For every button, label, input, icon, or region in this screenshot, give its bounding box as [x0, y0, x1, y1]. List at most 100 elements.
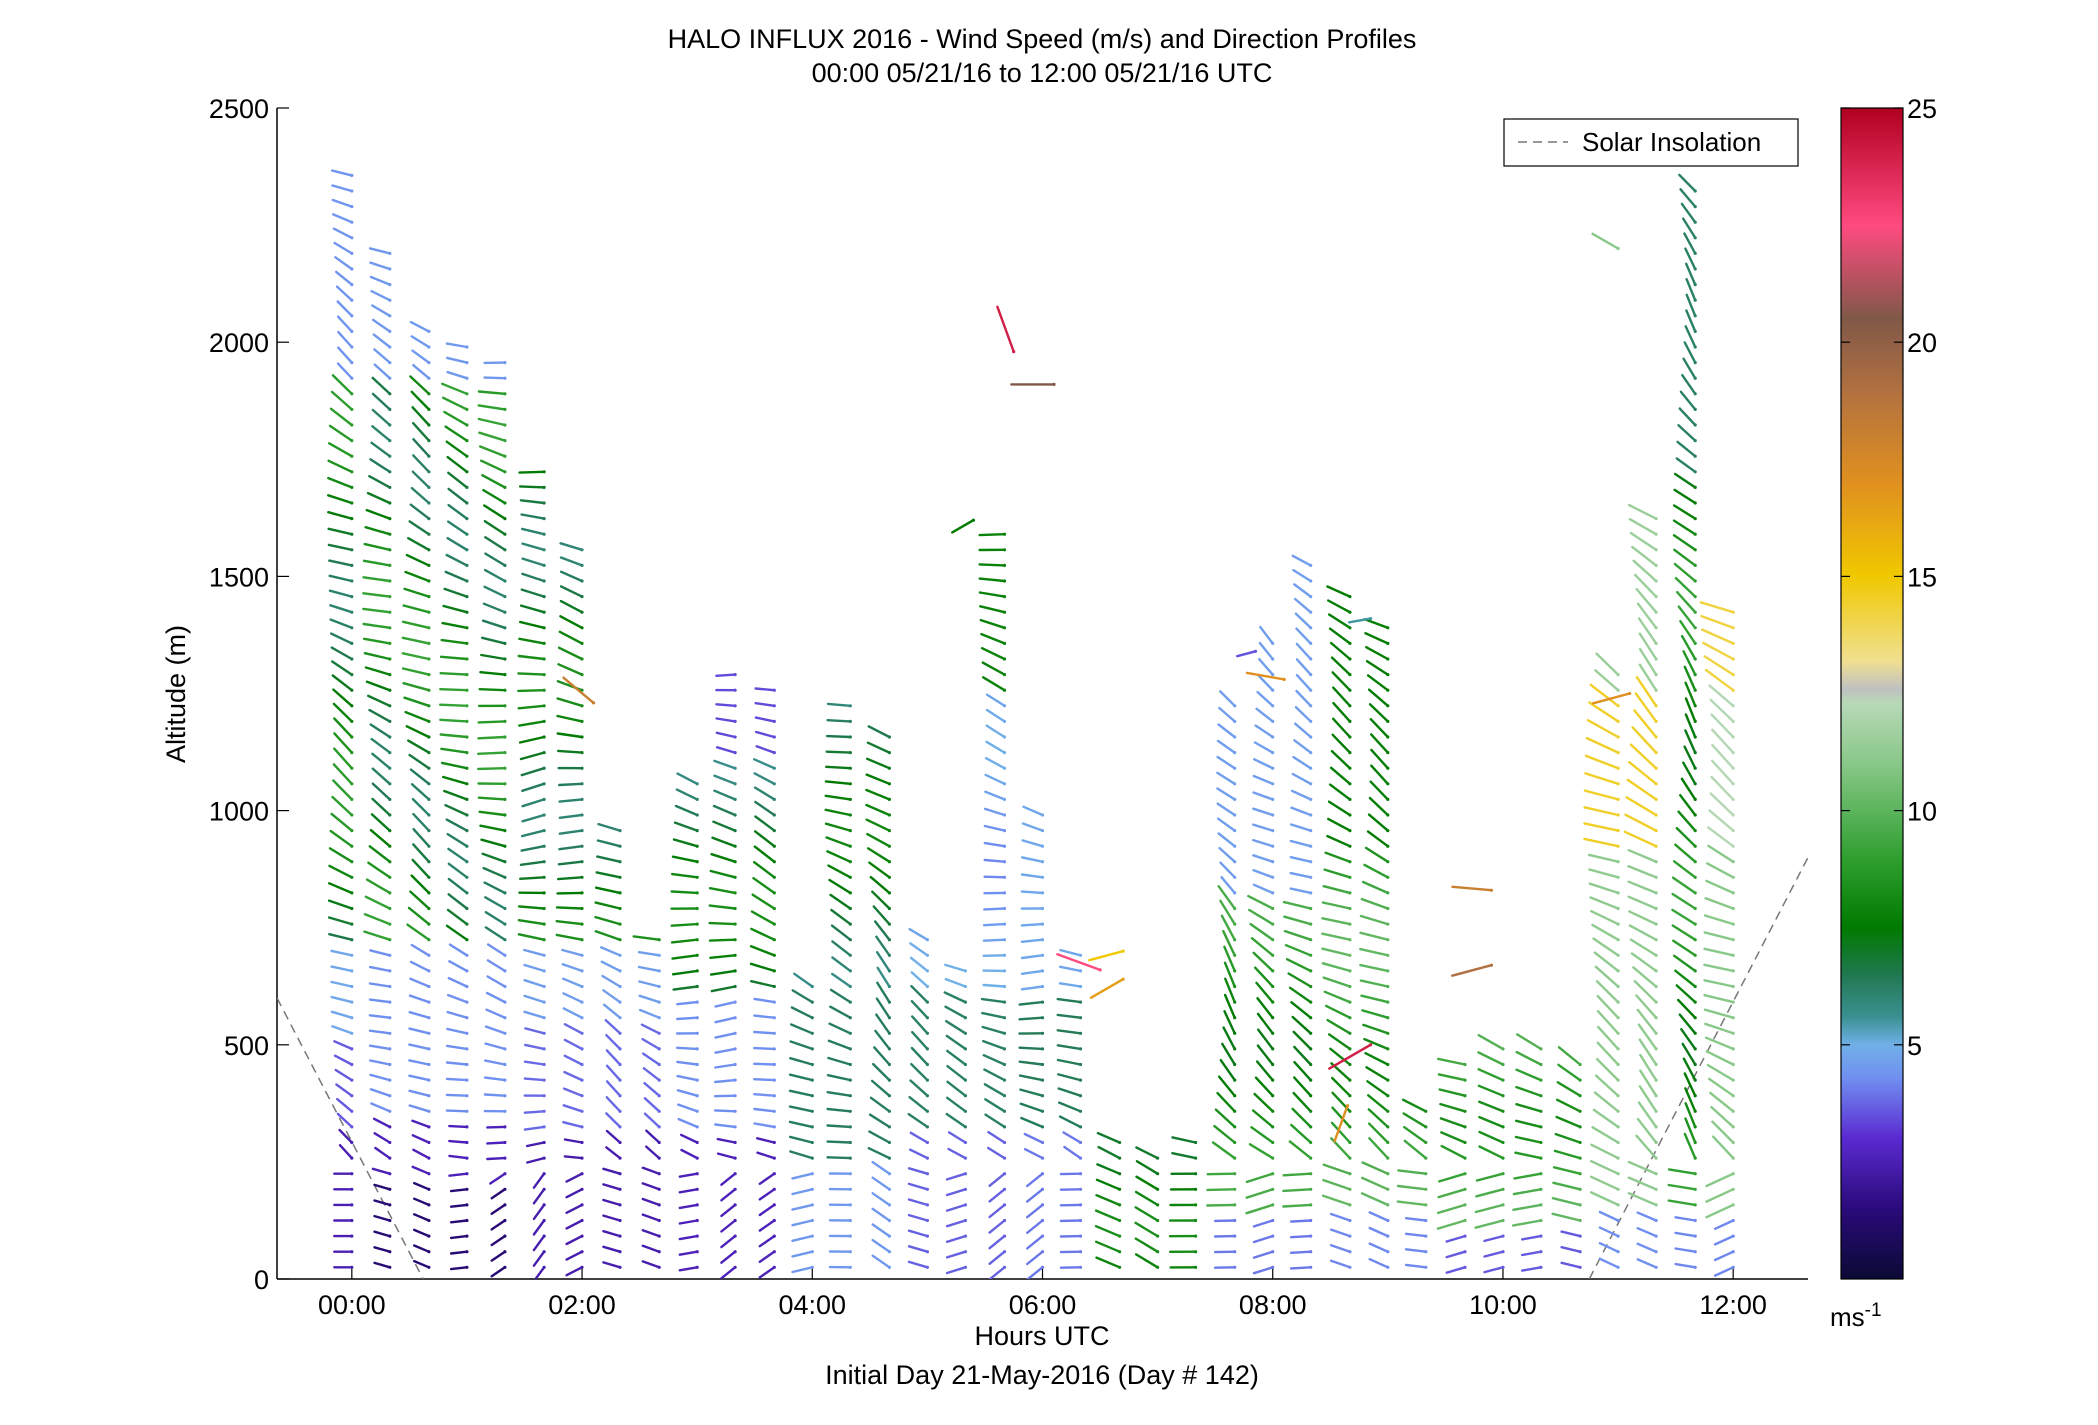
wind-barb-tail — [1654, 1000, 1658, 1004]
wind-barb — [712, 804, 737, 817]
wind-barb — [1248, 1143, 1274, 1160]
wind-barb-tail — [465, 688, 469, 692]
wind-barb — [1252, 854, 1274, 863]
wind-barb-tail — [1309, 969, 1313, 973]
wind-barb — [1483, 1250, 1505, 1258]
wind-barb-tail — [810, 1031, 814, 1035]
wind-barb-tail — [887, 922, 892, 926]
wind-barb-tail — [427, 938, 431, 942]
wind-barb-tail — [1233, 719, 1237, 724]
wind-barb-tail — [1233, 969, 1237, 973]
wind-barb — [1216, 755, 1236, 770]
wind-barb — [479, 445, 507, 458]
wind-barb — [1703, 1008, 1735, 1019]
wind-barb — [1628, 761, 1658, 785]
wind-barb-tail — [1693, 891, 1697, 895]
wind-barb — [1025, 1250, 1044, 1266]
wind-barb-tail — [1616, 984, 1620, 989]
wind-barb — [638, 980, 661, 988]
wind-barb-tail — [1693, 641, 1697, 646]
wind-barb-tail — [1424, 1140, 1428, 1145]
wind-barb-tail — [542, 719, 546, 724]
wind-barb-tail — [1040, 875, 1045, 879]
wind-barb-tail — [1616, 1109, 1620, 1113]
wind-barb — [1368, 1137, 1390, 1160]
wind-barb — [447, 847, 469, 863]
wind-barb-tail — [580, 673, 584, 677]
wind-barb — [445, 553, 469, 567]
y-tick-label: 2000 — [209, 328, 269, 358]
wind-barb-tail — [465, 751, 469, 755]
wind-barb — [521, 557, 546, 567]
wind-barb-tail — [1424, 1109, 1428, 1113]
wind-barb-tail — [503, 392, 507, 396]
wind-barb-tail — [1693, 766, 1697, 770]
wind-barb-tail — [542, 797, 546, 802]
wind-barb-tail — [542, 860, 546, 864]
wind-barb — [447, 520, 469, 536]
wind-barb-tail — [1309, 1109, 1313, 1113]
wind-barb — [362, 592, 391, 598]
wind-barb-tail — [542, 1156, 546, 1160]
wind-barb-tail — [1693, 579, 1697, 583]
wind-barb-tail — [1386, 641, 1390, 646]
wind-barb-tail — [1348, 626, 1352, 630]
wind-barb-tail — [1693, 329, 1697, 333]
wind-barb-tail — [925, 938, 930, 942]
wind-barb-tail — [465, 1218, 469, 1223]
wind-barb — [1283, 929, 1312, 941]
wind-barb — [1684, 1102, 1697, 1129]
wind-barb-tail — [388, 984, 392, 989]
wind-barb — [1478, 1115, 1505, 1129]
wind-barb-tail — [887, 1218, 892, 1223]
wind-barb — [1365, 660, 1390, 676]
wind-barb — [1483, 1266, 1505, 1274]
wind-barb — [1062, 1131, 1082, 1144]
wind-barb — [750, 927, 776, 941]
wind-barb-tail — [465, 1234, 469, 1238]
wind-barb — [1221, 1042, 1236, 1066]
wind-barb-tail — [1731, 875, 1735, 879]
wind-barb — [945, 1188, 967, 1197]
wind-barb — [412, 438, 431, 458]
wind-barb-tail — [1078, 1203, 1083, 1207]
wind-barb — [1439, 1102, 1467, 1113]
wind-barb-tail — [1616, 1000, 1620, 1004]
wind-barb — [332, 763, 353, 785]
wind-barb — [1683, 1072, 1697, 1097]
wind-barb-tail — [542, 548, 546, 552]
wind-barb-tail — [350, 189, 354, 193]
wind-barb-tail — [963, 1234, 968, 1238]
wind-barb — [446, 356, 469, 364]
wind-barb-tail — [733, 953, 737, 957]
wind-barb-tail — [848, 938, 852, 942]
wind-barb-tail — [1002, 938, 1007, 942]
wind-barb-tail — [657, 1094, 661, 1098]
wind-barb — [446, 537, 469, 551]
wind-barb-tail — [1233, 704, 1237, 708]
wind-barb-tail — [657, 1250, 661, 1254]
wind-barb-tail — [1309, 1218, 1313, 1223]
wind-barb-tail — [695, 1016, 699, 1020]
wind-barb-tail — [1693, 626, 1697, 630]
wind-barb — [1438, 1172, 1467, 1183]
wind-barb-tail — [1731, 1109, 1735, 1113]
wind-barb-tail — [503, 454, 507, 458]
wind-barb — [445, 1109, 469, 1113]
wind-barb — [984, 790, 1006, 801]
wind-barb — [408, 1027, 431, 1035]
wind-barb-tail — [1386, 860, 1390, 864]
wind-barb-tail — [350, 517, 354, 521]
wind-barb-tail — [1271, 1172, 1275, 1176]
wind-barb-tail — [542, 1250, 546, 1254]
wind-barb-tail — [618, 1265, 622, 1269]
wind-barb — [1667, 1199, 1697, 1207]
colorbar-tick-label: 25 — [1907, 94, 1937, 124]
wind-barb-tail — [1654, 1125, 1658, 1129]
wind-barb — [1591, 923, 1620, 941]
wind-barb-tail — [733, 938, 737, 942]
wind-barb-tail — [1002, 532, 1007, 536]
wind-barb-tail — [350, 922, 354, 926]
wind-barb-tail — [695, 1000, 699, 1004]
